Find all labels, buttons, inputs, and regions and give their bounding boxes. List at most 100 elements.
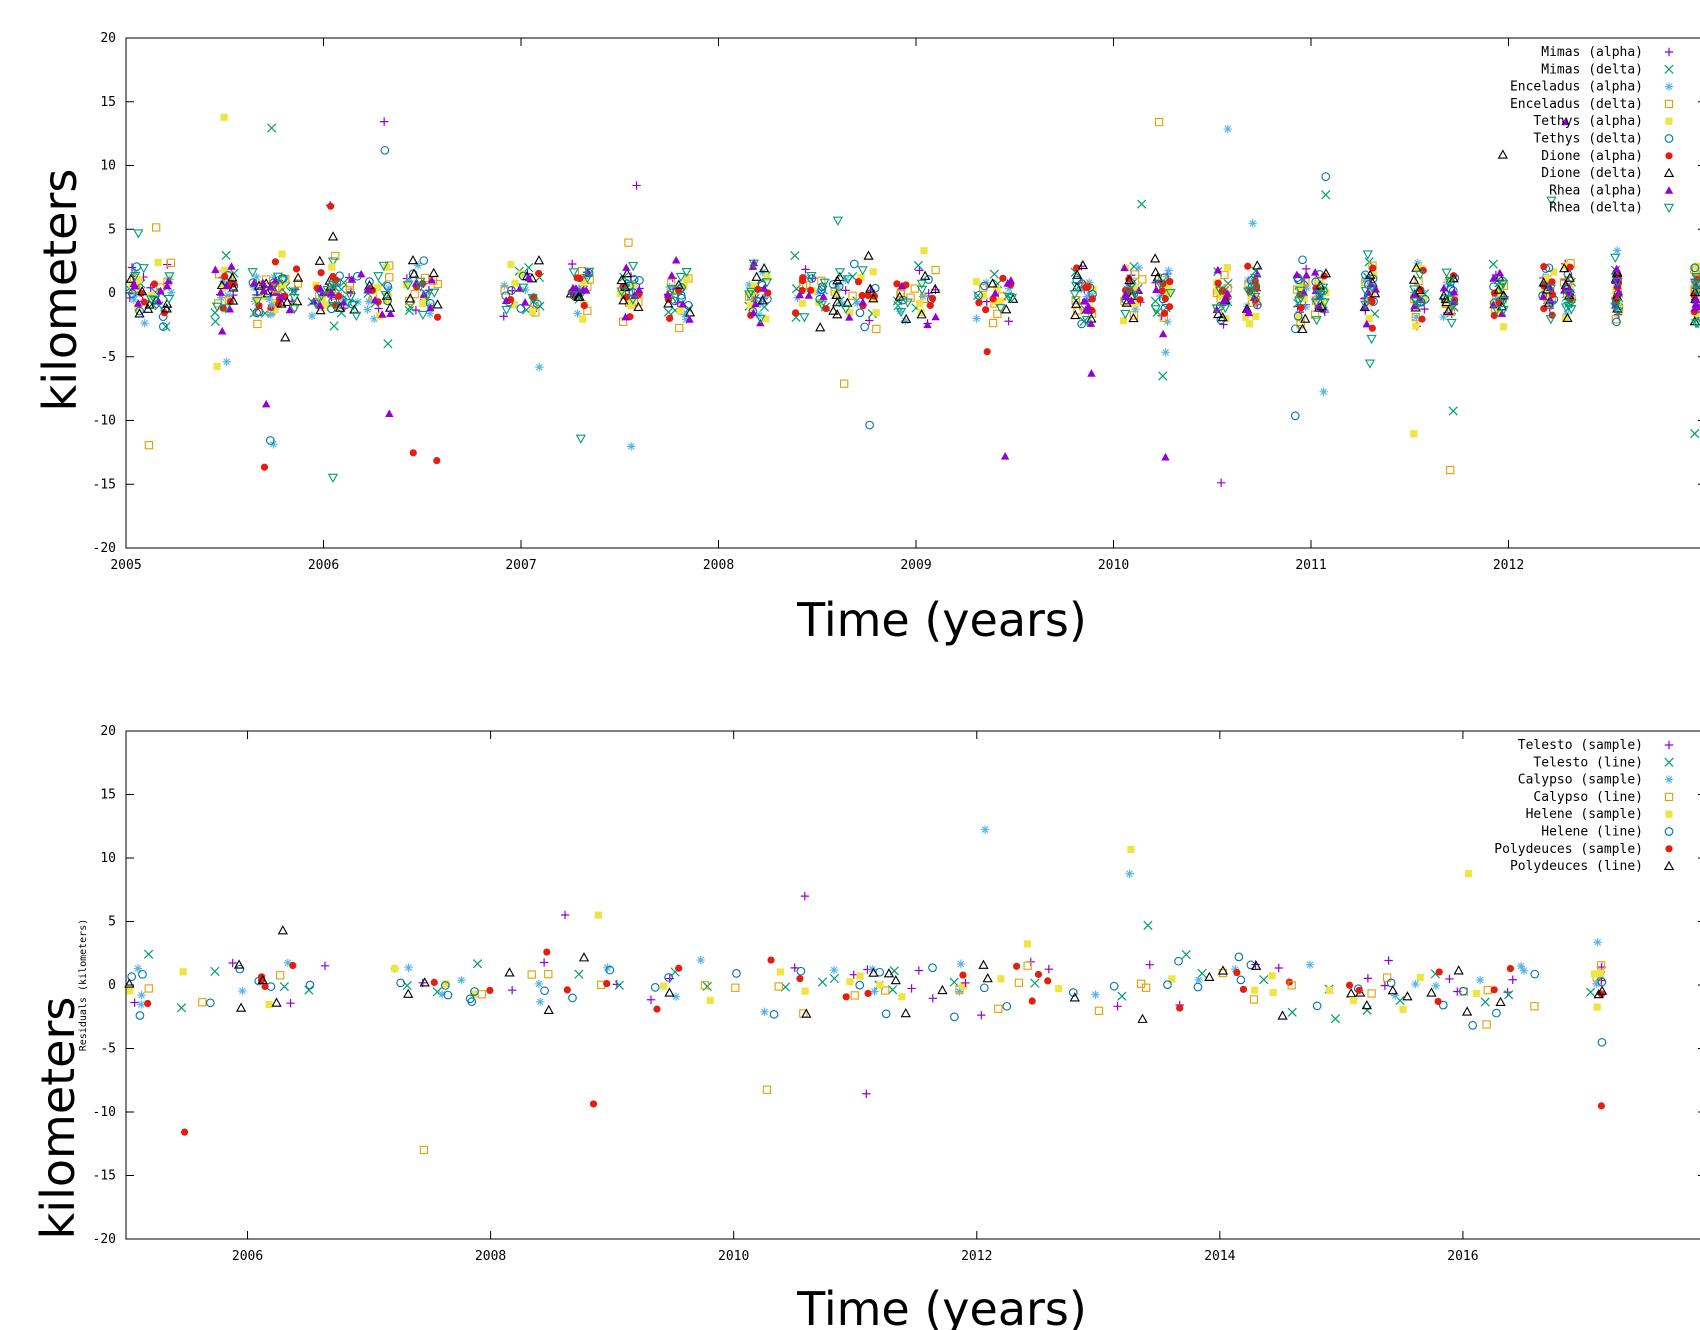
data-point: [832, 216, 844, 226]
data-point: [127, 289, 137, 298]
data-point: [1548, 278, 1556, 286]
data-point: [799, 274, 807, 282]
data-point: [868, 967, 879, 977]
data-point: [1129, 290, 1141, 300]
data-point: [1325, 986, 1334, 995]
data-point: [790, 963, 799, 973]
data-point: [959, 971, 967, 979]
data-point: [1072, 269, 1083, 279]
legend-marker: [1664, 82, 1674, 91]
data-point: [154, 258, 162, 267]
data-point: [1426, 987, 1437, 997]
data-point: [1212, 305, 1221, 313]
data-point: [578, 952, 590, 962]
legend-marker: [1664, 47, 1674, 57]
data-point: [660, 982, 668, 990]
data-point: [127, 263, 137, 272]
data-point: [833, 281, 842, 291]
data-point: [1109, 981, 1119, 991]
data-point: [987, 278, 998, 288]
data-point: [206, 998, 215, 1008]
data-point: [1543, 274, 1551, 283]
data-point: [316, 291, 327, 301]
data-point: [1449, 287, 1459, 296]
data-point: [411, 278, 421, 287]
y-tick-label: 0: [108, 286, 116, 301]
data-point: [1414, 270, 1426, 281]
data-point: [972, 314, 981, 323]
data-point: [160, 309, 169, 317]
data-point: [574, 969, 584, 979]
data-point: [1252, 260, 1263, 270]
data-point: [351, 311, 362, 321]
data-point: [614, 980, 624, 990]
data-point: [328, 263, 336, 271]
data-point: [759, 262, 770, 273]
data-point: [419, 300, 427, 308]
data-point: [1495, 996, 1506, 1006]
data-point: [524, 262, 534, 273]
data-point: [865, 283, 876, 293]
data-point: [1550, 268, 1558, 276]
data-point: [382, 296, 391, 304]
data-point: [1133, 298, 1141, 306]
data-point: [467, 997, 477, 1007]
x-tick-label: 2009: [900, 558, 931, 573]
data-point: [336, 284, 346, 295]
data-point: [1692, 281, 1700, 292]
data-point: [228, 295, 239, 305]
data-point: [1163, 980, 1172, 989]
data-point: [995, 304, 1006, 314]
data-point: [802, 280, 811, 290]
data-point: [650, 982, 660, 992]
data-point: [857, 273, 865, 281]
data-point: [675, 964, 683, 972]
data-point: [928, 294, 937, 303]
data-point: [278, 250, 286, 258]
data-point: [1690, 428, 1700, 439]
data-point: [1610, 302, 1621, 312]
data-point: [845, 308, 854, 317]
data-point: [621, 268, 633, 278]
data-point: [627, 299, 635, 307]
data-point: [219, 277, 228, 286]
data-point: [415, 282, 426, 292]
data-point: [405, 293, 416, 303]
data-point: [1165, 303, 1174, 311]
data-point: [327, 473, 339, 483]
data-point: [900, 1008, 911, 1018]
data-point: [305, 980, 315, 990]
data-point: [1242, 313, 1250, 322]
data-point: [266, 436, 275, 445]
data-point: [433, 313, 442, 321]
data-point: [1091, 990, 1100, 999]
data-point: [283, 958, 293, 968]
data-point: [127, 972, 137, 982]
data-point: [1495, 308, 1503, 317]
data-point: [801, 987, 809, 995]
data-point: [166, 258, 176, 267]
data-point: [304, 985, 314, 995]
y-tick-label: -5: [100, 1042, 116, 1057]
data-point: [261, 982, 269, 991]
data-point: [425, 309, 435, 318]
data-point: [978, 959, 989, 969]
data-point: [428, 267, 439, 277]
data-point: [1434, 997, 1442, 1006]
data-point: [1693, 262, 1700, 270]
data-point: [417, 310, 428, 321]
data-point: [1368, 289, 1376, 298]
data-point: [238, 986, 247, 996]
data-point: [198, 998, 207, 1007]
data-point: [1165, 287, 1174, 295]
data-point: [956, 959, 966, 969]
data-point: [167, 288, 176, 297]
legend-label: Tethys (delta): [1533, 132, 1643, 147]
data-point: [1299, 288, 1309, 296]
data-point: [1345, 981, 1354, 989]
data-point: [133, 229, 144, 239]
data-point: [616, 274, 627, 285]
data-point: [363, 285, 372, 294]
data-point: [520, 298, 530, 306]
bottom-legend: Telesto (sample) Telesto (line) Calypso (s…: [1494, 738, 1675, 874]
